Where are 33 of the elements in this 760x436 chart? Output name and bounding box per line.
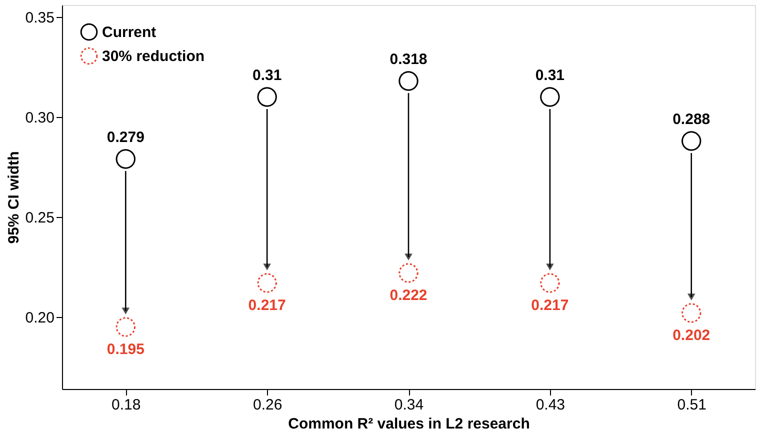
- y-axis-title: 95% CI width: [5, 151, 22, 244]
- data-label: 0.288: [672, 111, 710, 128]
- x-tick-label: 0.34: [394, 396, 424, 414]
- y-tick-label: 0.35: [25, 10, 54, 26]
- data-label: 0.217: [248, 297, 286, 314]
- point: [540, 87, 560, 107]
- y-tick-label: 0.30: [25, 110, 54, 126]
- point: [682, 131, 702, 151]
- legend-label: Current: [102, 24, 156, 41]
- x-tick-label: 0.18: [112, 396, 141, 414]
- legend-label: 30% reduction: [102, 48, 205, 65]
- point: [257, 273, 277, 293]
- data-label: 0.31: [252, 67, 282, 84]
- data-label: 0.217: [531, 297, 569, 314]
- point: [398, 71, 418, 91]
- data-label: 0.318: [390, 51, 428, 68]
- point: [116, 317, 136, 337]
- data-label: 0.279: [106, 129, 144, 146]
- data-label: 0.202: [672, 327, 710, 344]
- point: [398, 263, 418, 283]
- y-tick-label: 0.20: [25, 310, 54, 326]
- x-tick-label: 0.26: [252, 396, 282, 414]
- data-label: 0.31: [535, 67, 565, 84]
- point: [257, 87, 277, 107]
- data-label: 0.222: [390, 287, 428, 304]
- data-label: 0.195: [106, 341, 144, 358]
- x-tick-label: 0.43: [536, 396, 566, 414]
- point: [540, 273, 560, 293]
- x-axis-title: Common R² values in L2 research: [288, 416, 530, 432]
- y-tick-label: 0.25: [25, 210, 54, 226]
- point: [116, 149, 136, 169]
- x-tick-label: 0.51: [677, 396, 706, 414]
- point: [682, 303, 702, 323]
